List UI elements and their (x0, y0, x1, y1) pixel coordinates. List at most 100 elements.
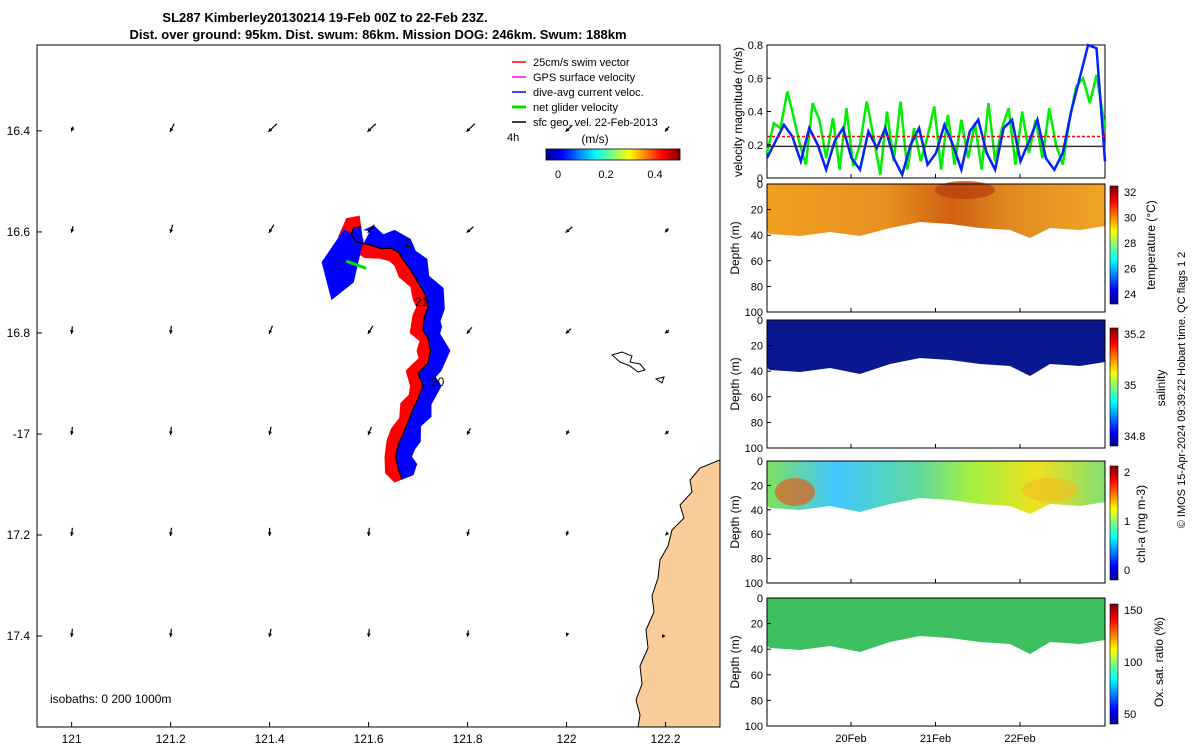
chla-colorbar (1109, 465, 1119, 581)
geo-arrow-head (466, 228, 471, 233)
colorbar-tick-1: 0.2 (598, 169, 613, 181)
geo-arrow-head (268, 431, 272, 435)
chla-depth-label: 40 (751, 505, 763, 517)
velocity-y-tick-label: 0.8 (748, 40, 763, 52)
footer-credit: © IMOS 15-Apr-2024 09:39:22 Hobart time.… (1176, 252, 1188, 529)
track-label-20: 20 (431, 375, 445, 389)
geo-arrow-head (267, 532, 272, 536)
map-y-tick-label: 16.6 (7, 225, 31, 239)
legend-dive: dive-avg current veloc. (533, 87, 644, 99)
map-y-tick-label: 17.2 (7, 528, 31, 542)
geo-arrow-head (168, 431, 173, 435)
oxygen-label: Ox. sat. ratio (%) (1152, 617, 1166, 707)
map-legend: 25cm/s swim vector GPS surface velocity … (507, 57, 681, 181)
velocity-panel: 0.8 0.6 0.4 0.2 0 velocity magnitude (m/s) (731, 40, 1107, 185)
temperature-colorbar-tick: 32 (1124, 187, 1136, 199)
glider-swath (321, 215, 451, 483)
geo-arrow-head (70, 228, 75, 233)
salinity-colorbar-tick: 34.8 (1124, 431, 1145, 443)
title-line-2: Dist. over ground: 95km. Dist. swum: 86k… (129, 27, 626, 42)
geo-arrow-head (664, 329, 669, 334)
temperature-depth-label: 100 (745, 307, 763, 319)
geo-arrow-head (168, 532, 173, 536)
chla-colorbar-tick: 1 (1124, 516, 1130, 528)
chla-panel: chl-a (mg m-3) (766, 460, 1148, 584)
chla-patch-2 (1022, 478, 1078, 502)
map-y-tick-label: -17 (13, 427, 31, 441)
chla-colorbar-tick: 0 (1124, 565, 1130, 577)
salinity-depth-label: 20 (751, 341, 763, 353)
geo-arrow-head (366, 633, 371, 638)
salinity-field (767, 320, 1105, 376)
chla-max-patch (775, 478, 815, 506)
map-colorbar (545, 148, 681, 161)
map-y-tick-label: 16.4 (7, 124, 31, 138)
date-tick-label: 21Feb (920, 733, 951, 745)
geo-arrow-head (467, 430, 471, 435)
map-axes: 121 121.2 121.4 121.6 121.8 122 122.2 16.4 16.6 1… (7, 124, 681, 746)
geo-arrow-head (169, 228, 174, 233)
salinity-colorbar (1109, 327, 1119, 447)
geo-arrow-head (665, 228, 669, 233)
geo-arrow-head (565, 329, 570, 334)
velocity-y-tick-label: 0.2 (748, 140, 763, 152)
velocity-series-1 (765, 43, 1107, 179)
geo-arrow-head (367, 329, 372, 334)
geo-arrow-head (367, 128, 372, 132)
legend-4h: 4h (507, 132, 519, 144)
map-x-tick-label: 122.2 (651, 732, 681, 746)
temperature-depth-label: 0 (757, 179, 763, 191)
velocity-lines (765, 43, 1107, 179)
temperature-depth-label: 60 (751, 256, 763, 268)
track-label-2: 2 (405, 236, 412, 250)
legend-gps: GPS surface velocity (533, 72, 636, 84)
velocity-y-tick-label: 0.4 (748, 107, 763, 119)
geo-arrow-head (268, 633, 272, 638)
geo-arrow-head (565, 127, 570, 132)
oxygen-depth-axis-title: Depth (m) (728, 635, 742, 688)
oxygen-depth-label: 100 (745, 721, 763, 733)
title-line-1: SL287 Kimberley20130214 19-Feb 00Z to 22… (162, 10, 487, 25)
map-y-tick-label: 16.8 (7, 326, 31, 340)
map-x-tick-label: 121.2 (156, 732, 186, 746)
geo-arrow-head (268, 228, 273, 233)
temperature-depth-label: 20 (751, 205, 763, 217)
geo-arrow-head (367, 228, 372, 233)
oxygen-depth-label: 60 (751, 670, 763, 682)
oxygen-field (767, 598, 1105, 654)
chla-field (767, 461, 1105, 514)
glider-track-line (350, 226, 432, 480)
geo-arrow-head (565, 632, 570, 637)
geo-arrow-head (665, 430, 669, 435)
temperature-max-patch (935, 181, 995, 199)
geo-arrow-head (169, 127, 174, 132)
temperature-depth-axis-title: Depth (m) (728, 221, 742, 274)
map-x-tick-label: 121.4 (255, 732, 285, 746)
colorbar-tick-2: 0.4 (647, 169, 662, 181)
velocity-axes: 0.8 0.6 0.4 0.2 0 (748, 40, 771, 185)
date-tick-label: 20Feb (835, 733, 866, 745)
date-tick-label: 22Feb (1004, 733, 1035, 745)
chla-depth-axis-title: Depth (m) (728, 495, 742, 548)
oxygen-colorbar-tick: 150 (1124, 605, 1142, 617)
geo-arrow-head (566, 430, 570, 435)
temperature-colorbar-tick: 30 (1124, 213, 1136, 225)
chla-depth-label: 60 (751, 529, 763, 541)
geo-arrow-head (466, 531, 471, 536)
salinity-depth-label: 0 (757, 315, 763, 327)
map-panel: 121 121.2 121.4 121.6 121.8 122 122.2 16.4 16.6 1… (7, 44, 721, 746)
temperature-label: temperature (°C) (1144, 200, 1158, 290)
salinity-colorbar-tick: 35.2 (1124, 329, 1145, 341)
legend-geo: sfc geo. vel. 22-Feb-2013 (533, 117, 658, 129)
geo-arrow-head (70, 127, 75, 132)
geo-arrow-head (665, 531, 670, 536)
geo-arrow-head (69, 633, 74, 638)
salinity-label: salinity (1154, 370, 1168, 407)
isobath-note: isobaths: 0 200 1000m (50, 692, 171, 706)
chla-colorbar-tick: 2 (1124, 467, 1130, 479)
velocity-y-tick-label: 0 (757, 173, 763, 185)
temperature-depth-label: 80 (751, 281, 763, 293)
geo-arrow-head (367, 430, 372, 435)
oxygen-colorbar (1109, 603, 1119, 725)
